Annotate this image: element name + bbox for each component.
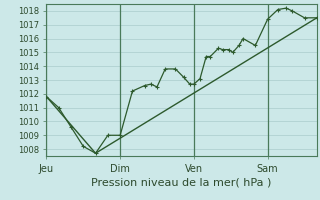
X-axis label: Pression niveau de la mer( hPa ): Pression niveau de la mer( hPa ) [92, 178, 272, 188]
